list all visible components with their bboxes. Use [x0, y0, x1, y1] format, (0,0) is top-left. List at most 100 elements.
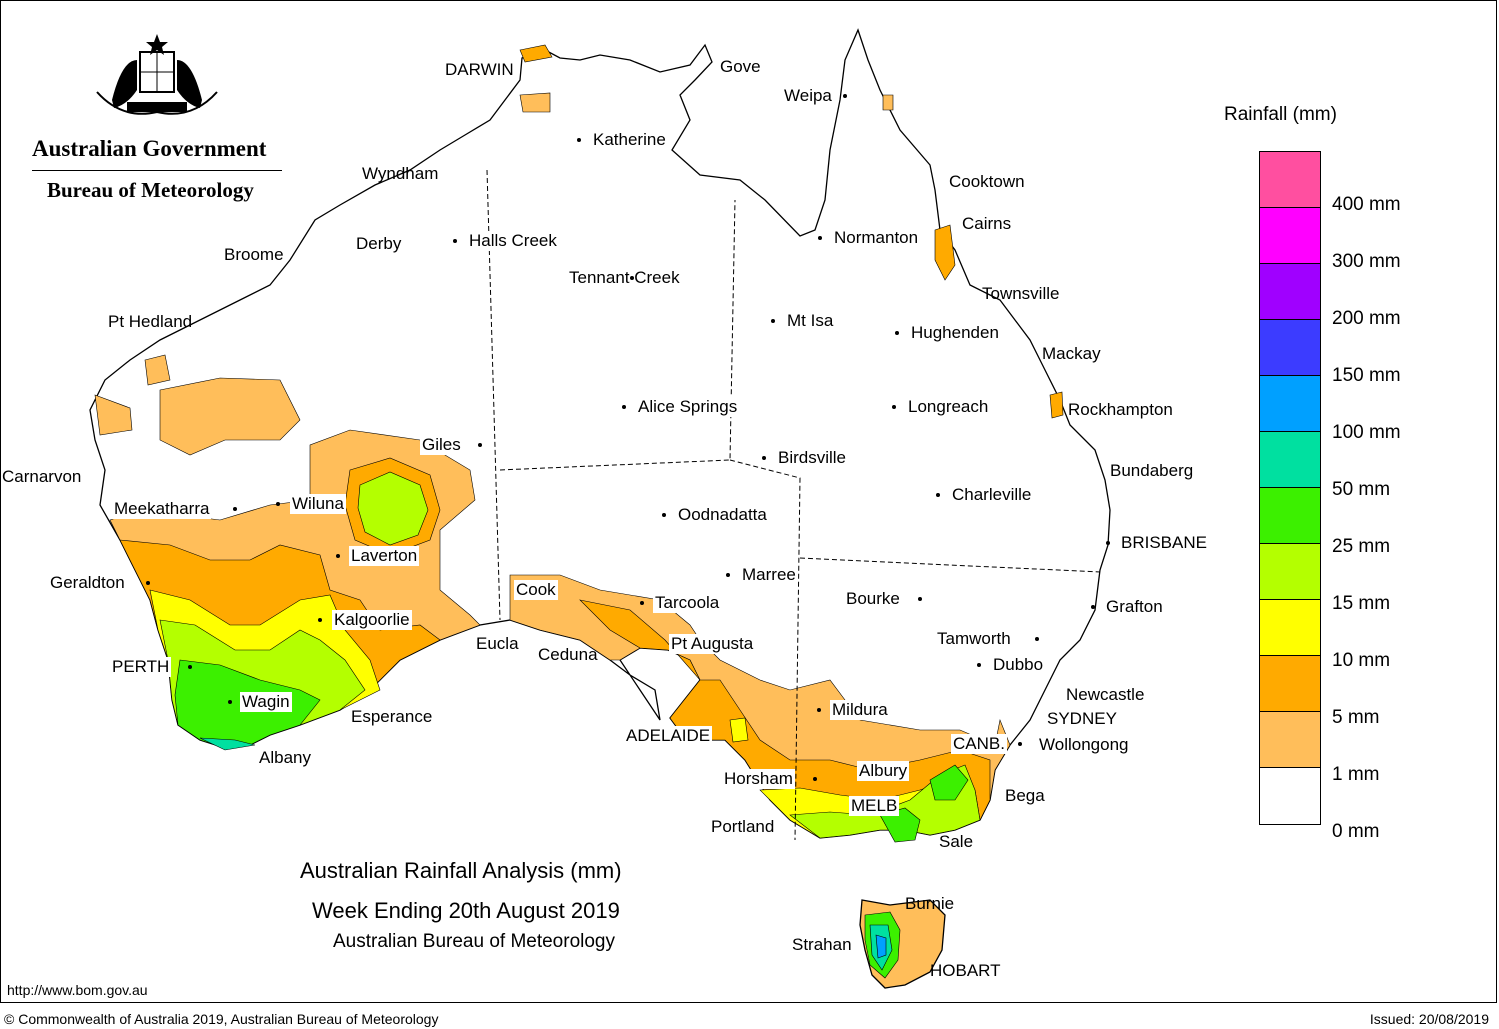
- place-label: Meekatharra: [112, 499, 212, 519]
- legend-label: 25 mm: [1332, 536, 1391, 557]
- legend-swatch: [1260, 152, 1320, 208]
- legend-label: 300 mm: [1332, 251, 1401, 272]
- place-marker: [146, 581, 150, 585]
- place-label: Newcastle: [1066, 685, 1145, 704]
- place-marker: [1018, 742, 1022, 746]
- place-marker: [478, 443, 482, 447]
- place-label: Normanton: [832, 228, 921, 248]
- place-label: Eucla: [476, 634, 519, 653]
- place-label: MELB: [849, 796, 900, 816]
- legend-swatch: [1260, 320, 1320, 376]
- giles-core: [357, 471, 429, 546]
- legend-label: 50 mm: [1332, 479, 1391, 500]
- place-label: Grafton: [1104, 597, 1165, 617]
- place-label: Rockhampton: [1068, 400, 1173, 419]
- place-label: Sale: [939, 832, 974, 851]
- place-label: Bourke: [844, 589, 902, 609]
- map-subtitle: Week Ending 20th August 2019: [312, 898, 620, 923]
- place-marker: [336, 554, 340, 558]
- place-label: Cooktown: [949, 172, 1025, 191]
- wa-light: [159, 377, 301, 456]
- tasmania-blue: [875, 934, 887, 959]
- place-label: DARWIN: [445, 60, 514, 79]
- coat-of-arms-logo: [96, 34, 218, 115]
- place-label: CANB.: [951, 734, 1007, 754]
- place-label: Laverton: [349, 546, 420, 566]
- place-marker: [843, 94, 847, 98]
- place-label: Hughenden: [909, 323, 1001, 343]
- place-label: Cook: [514, 580, 558, 600]
- place-marker: [762, 456, 766, 460]
- place-label: Tennant Creek: [567, 268, 682, 288]
- place-marker: [577, 138, 581, 142]
- carnarvon-patch: [94, 394, 133, 436]
- place-label: Oodnadatta: [676, 505, 769, 525]
- header-divider: [32, 170, 282, 171]
- legend-label: 1 mm: [1332, 764, 1380, 785]
- map-source: Australian Bureau of Meteorology: [333, 931, 615, 952]
- place-label: Alice Springs: [636, 397, 740, 417]
- place-label: Portland: [711, 817, 775, 836]
- place-marker: [892, 405, 896, 409]
- place-marker: [453, 239, 457, 243]
- place-label: Cairns: [962, 214, 1012, 233]
- place-label: Wyndham: [362, 164, 439, 183]
- place-label: Ceduna: [538, 645, 598, 664]
- place-label: Halls Creek: [467, 231, 559, 251]
- place-label: PERTH: [110, 657, 172, 677]
- place-label: Albury: [857, 761, 910, 781]
- legend-swatch: [1260, 544, 1320, 600]
- legend-title: Rainfall (mm): [1224, 104, 1337, 125]
- legend-label: 10 mm: [1332, 650, 1391, 671]
- place-marker: [771, 319, 775, 323]
- place-label: Gove: [720, 57, 761, 76]
- place-label: Bega: [1005, 786, 1045, 805]
- legend-swatch: [1260, 768, 1320, 824]
- legend-label: 400 mm: [1332, 194, 1401, 215]
- legend-swatch: [1260, 488, 1320, 544]
- legend-swatch: [1260, 208, 1320, 264]
- place-label: Burnie: [905, 894, 955, 913]
- place-marker: [918, 597, 922, 601]
- place-label: Townsville: [982, 284, 1060, 303]
- agency-name: Bureau of Meteorology: [47, 178, 254, 202]
- pthedland-patch: [144, 354, 171, 386]
- place-label: Pt Hedland: [108, 312, 193, 331]
- legend-label: 100 mm: [1332, 422, 1401, 443]
- place-marker: [936, 493, 940, 497]
- place-label: Giles: [420, 435, 463, 455]
- place-marker: [188, 665, 192, 669]
- katherine-patch: [519, 92, 551, 113]
- place-label: Mt Isa: [785, 311, 836, 331]
- legend-swatch: [1260, 600, 1320, 656]
- legend-swatch: [1260, 712, 1320, 768]
- place-label: Weipa: [782, 86, 834, 106]
- place-label: Geraldton: [48, 573, 127, 593]
- place-marker: [630, 276, 634, 280]
- legend-label: 150 mm: [1332, 365, 1401, 386]
- website-url[interactable]: http://www.bom.gov.au: [7, 982, 148, 998]
- darwin-patch: [519, 44, 553, 63]
- place-label: Carnarvon: [2, 467, 82, 486]
- place-label: Esperance: [351, 707, 433, 726]
- place-label: Wiluna: [290, 494, 346, 514]
- place-label: Bundaberg: [1110, 461, 1194, 480]
- legend-swatch: [1260, 264, 1320, 320]
- place-label: Albany: [259, 748, 311, 767]
- place-label: Derby: [356, 234, 402, 253]
- legend-label: 0 mm: [1332, 821, 1380, 842]
- place-label: Katherine: [591, 130, 668, 150]
- place-marker: [1106, 541, 1110, 545]
- place-marker: [813, 777, 817, 781]
- place-marker: [622, 405, 626, 409]
- place-marker: [318, 618, 322, 622]
- place-label: SYDNEY: [1047, 709, 1117, 728]
- issued-date: Issued: 20/08/2019: [1369, 1011, 1489, 1027]
- place-label: Wollongong: [1039, 735, 1129, 754]
- place-label: ADELAIDE: [624, 726, 713, 746]
- map-title: Australian Rainfall Analysis (mm): [300, 858, 622, 883]
- place-label: Horsham: [722, 769, 795, 789]
- legend-label: 200 mm: [1332, 308, 1401, 329]
- place-label: Tamworth: [935, 629, 1013, 649]
- weipa-patch: [882, 94, 894, 111]
